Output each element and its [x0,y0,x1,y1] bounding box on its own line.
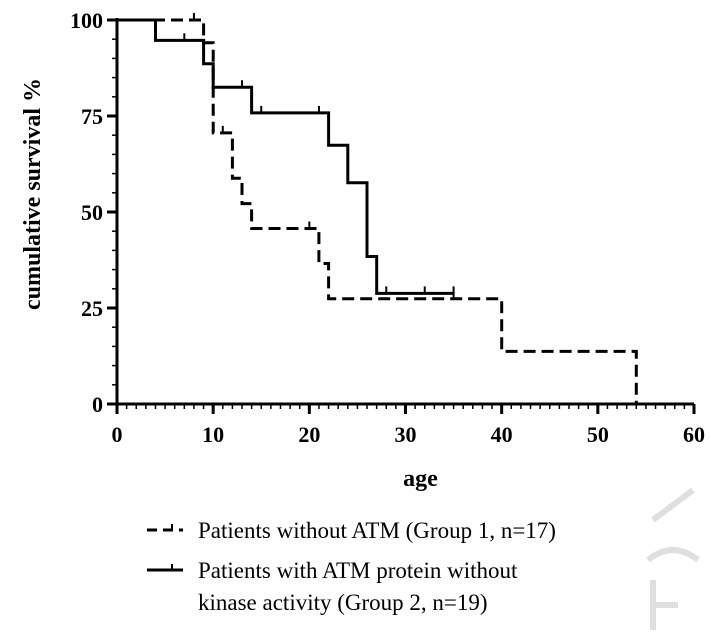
y-tick-label: 0 [92,392,103,417]
y-tick-label: 100 [70,8,103,33]
x-tick-label: 10 [202,422,224,447]
series-line-1 [117,18,638,404]
x-tick-label: 30 [395,422,417,447]
series-line-2 [117,18,454,295]
x-tick-label: 0 [112,422,123,447]
y-tick-label: 75 [81,104,103,129]
x-tick-label: 40 [491,422,513,447]
legend-label: kinase activity (Group 2, n=19) [198,590,488,615]
watermark-decoration [646,487,700,630]
x-tick-label: 60 [683,422,705,447]
series-layer [117,13,638,404]
axes: 0 10 20 30 40 50 60 0 25 50 75 100 age cumulative sur… [20,8,705,492]
legend: Patients without ATM (Group 1, n=17) Pati… [147,518,556,615]
y-tick-label: 25 [81,296,103,321]
x-tick-label: 20 [298,422,320,447]
y-axis-title: cumulative survival % [20,78,46,310]
x-tick-label: 50 [587,422,609,447]
series-group-1 [117,13,638,404]
y-tick-label: 50 [81,200,103,225]
legend-label: Patients with ATM protein without [198,558,518,583]
legend-item-2: Patients with ATM protein without kinase … [147,558,518,615]
legend-item-1: Patients without ATM (Group 1, n=17) [147,518,556,543]
x-axis-title: age [403,466,438,492]
legend-label: Patients without ATM (Group 1, n=17) [198,518,556,543]
series-group-2 [117,18,455,295]
